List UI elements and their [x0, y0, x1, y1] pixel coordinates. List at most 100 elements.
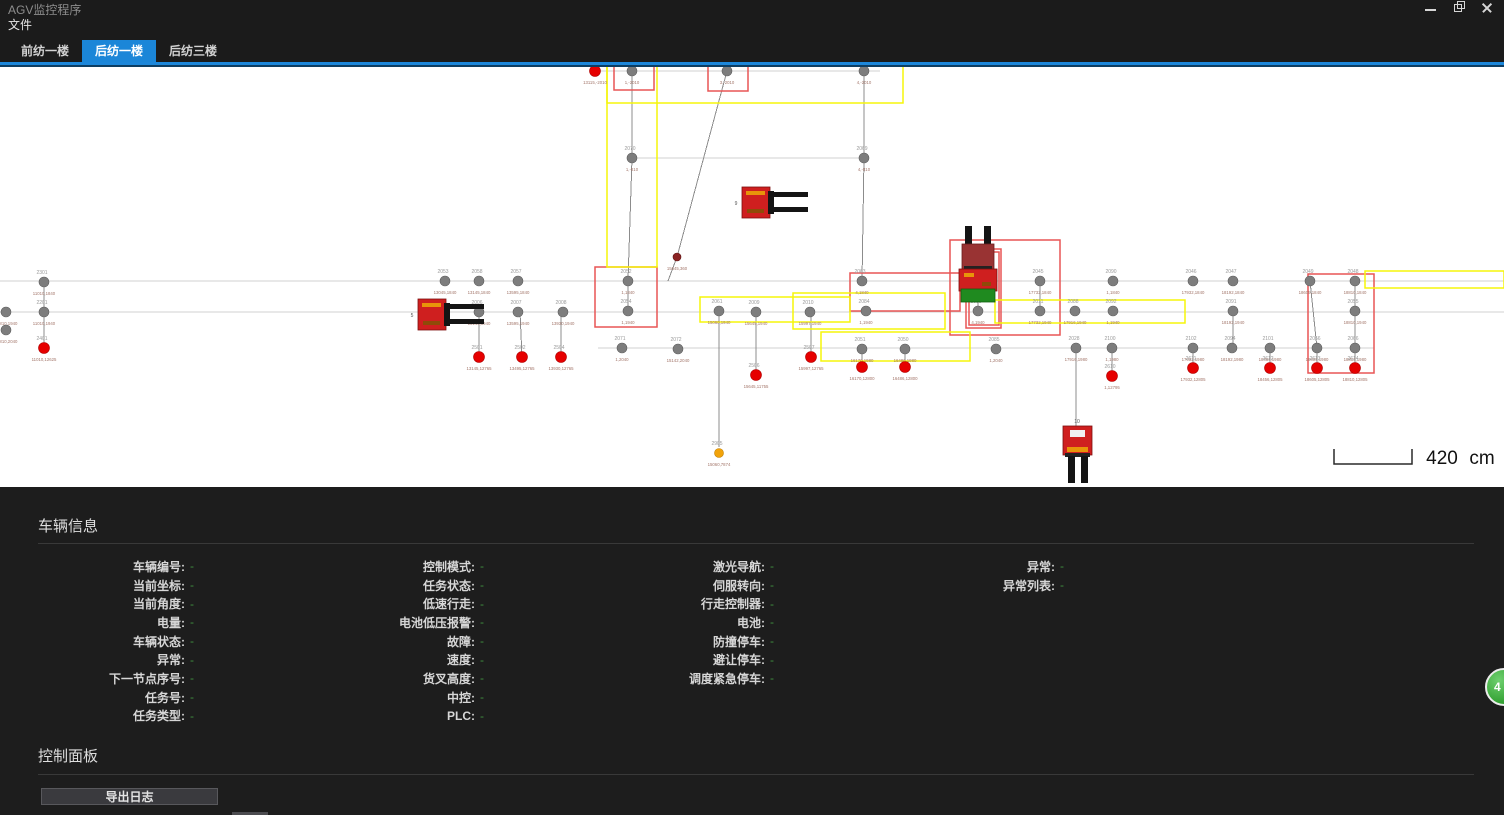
partial-button[interactable]	[232, 812, 268, 815]
map-node[interactable]	[1349, 362, 1361, 374]
map-node[interactable]	[1311, 362, 1323, 374]
map-node[interactable]	[555, 351, 567, 363]
map-node[interactable]	[512, 275, 524, 287]
map-node[interactable]	[439, 275, 451, 287]
map-node[interactable]	[713, 305, 725, 317]
node-id-label: 2008	[555, 300, 566, 306]
node-id-label: 2054	[620, 299, 631, 305]
map-node[interactable]	[856, 343, 868, 355]
map-node[interactable]	[516, 351, 528, 363]
map-node[interactable]	[899, 343, 911, 355]
map-node[interactable]	[750, 369, 762, 381]
agv-forklift[interactable]: 9	[735, 186, 808, 219]
map-node[interactable]	[589, 67, 601, 77]
info-row: 电池: -	[610, 613, 774, 632]
node-coord-label: 17732,1940	[1029, 320, 1052, 325]
map-node[interactable]	[1311, 342, 1323, 354]
map-node[interactable]	[622, 305, 634, 317]
map-node[interactable]	[858, 152, 870, 164]
tab-0[interactable]: 前纺一楼	[21, 44, 70, 58]
node-coord-label: 4,-810	[858, 167, 871, 172]
map-node[interactable]	[1034, 305, 1046, 317]
map-node[interactable]	[672, 343, 684, 355]
info-row: 车辆编号: -	[30, 557, 194, 576]
map-node-group: 2056 18605,1980	[1306, 336, 1329, 362]
alert-zone-red	[1307, 273, 1375, 374]
map-node[interactable]	[1107, 305, 1119, 317]
map-node[interactable]	[1107, 275, 1119, 287]
map-node[interactable]	[972, 305, 984, 317]
map-node[interactable]	[1226, 342, 1238, 354]
menu-file[interactable]: 文件	[8, 18, 33, 32]
agv-forklift[interactable]: 5	[411, 298, 484, 331]
map-node[interactable]	[473, 275, 485, 287]
map-node[interactable]	[1070, 342, 1082, 354]
map-node[interactable]	[858, 67, 870, 77]
map-node[interactable]	[1034, 275, 1046, 287]
restore-button[interactable]	[1444, 0, 1472, 16]
agv-forklift[interactable]	[958, 226, 998, 303]
map-node[interactable]	[616, 342, 628, 354]
map-node[interactable]	[1187, 275, 1199, 287]
alert-zone-red	[707, 67, 749, 92]
map-node[interactable]	[622, 275, 634, 287]
map-node[interactable]	[0, 306, 12, 318]
map-node[interactable]	[805, 351, 817, 363]
map-node[interactable]	[721, 67, 733, 77]
map-node[interactable]	[1187, 342, 1199, 354]
tab-2[interactable]: 后纺三楼	[169, 44, 218, 58]
node-coord-label: 18605,1980	[1306, 357, 1329, 362]
map-node[interactable]	[1227, 305, 1239, 317]
map-node[interactable]	[626, 67, 638, 77]
map-node[interactable]	[473, 351, 485, 363]
map-node[interactable]	[990, 343, 1002, 355]
map-node[interactable]	[1349, 305, 1361, 317]
map-node[interactable]	[512, 306, 524, 318]
node-id-label: 2066	[1347, 336, 1358, 342]
node-id-label: 2401	[36, 336, 47, 342]
node-coord-label: 18810,1840	[1344, 290, 1367, 295]
node-coord-label: 15645,11755	[744, 384, 769, 389]
export-log-button[interactable]: 导出日志	[41, 788, 218, 805]
map-node[interactable]	[557, 306, 569, 318]
node-id-label: 2611	[1186, 356, 1197, 362]
map-canvas[interactable]: 13115,-2010 1,-2010 3,-2010 4,-2010 2070 1,-8…	[0, 67, 1504, 487]
map-node[interactable]	[0, 324, 12, 336]
map-node[interactable]	[750, 306, 762, 318]
map-node[interactable]	[1069, 305, 1081, 317]
agv-label: 10	[1074, 419, 1080, 425]
tab-1[interactable]: 后纺一楼	[82, 40, 157, 62]
map-node[interactable]	[38, 342, 50, 354]
minimize-button[interactable]	[1416, 0, 1444, 16]
map-node[interactable]	[1264, 342, 1276, 354]
map-node-group: 2094 18192,1980	[1221, 336, 1244, 362]
map-node[interactable]	[1349, 275, 1361, 287]
badge-count: 4	[1494, 680, 1501, 694]
map-node[interactable]	[1187, 362, 1199, 374]
zone-yellow	[699, 296, 851, 323]
map-node[interactable]	[1106, 370, 1118, 382]
map-node[interactable]	[38, 276, 50, 288]
close-button[interactable]	[1472, 0, 1500, 16]
info-column-0: 车辆编号: - 当前坐标: - 当前角度: - 电量: - 车辆状态: - 异常: - 下一节点序号: -…	[30, 557, 194, 725]
map-node[interactable]	[1264, 362, 1276, 374]
info-row: 低速行走: -	[320, 594, 484, 613]
node-id-label: 2100	[1104, 336, 1115, 342]
map-node[interactable]	[804, 306, 816, 318]
map-node[interactable]	[626, 152, 638, 164]
map-node[interactable]	[672, 252, 682, 262]
map-node-group: 2053 13045,1840	[434, 269, 457, 295]
map-node[interactable]	[1304, 275, 1316, 287]
map-node[interactable]	[1349, 342, 1361, 354]
map-node[interactable]	[856, 361, 868, 373]
agv-forklift[interactable]: 10	[1062, 419, 1093, 483]
map-node[interactable]	[860, 305, 872, 317]
map-node[interactable]	[38, 306, 50, 318]
map-node[interactable]	[899, 361, 911, 373]
map-node[interactable]	[714, 448, 724, 458]
info-row: 防撞停车: -	[610, 632, 774, 651]
map-node[interactable]	[1106, 342, 1118, 354]
map-node[interactable]	[856, 275, 868, 287]
map-node[interactable]	[1227, 275, 1239, 287]
